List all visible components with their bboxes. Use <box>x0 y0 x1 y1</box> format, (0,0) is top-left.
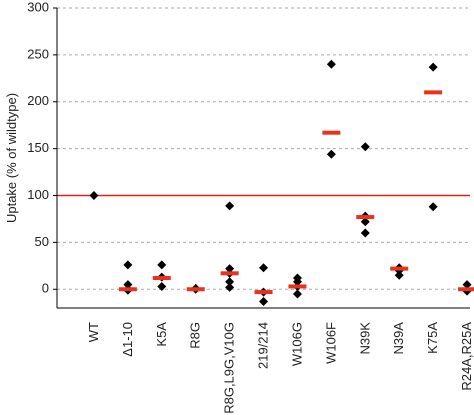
data-point <box>428 202 438 212</box>
data-point <box>259 263 269 273</box>
data-point <box>360 217 370 227</box>
y-tick-label: 200 <box>27 93 49 108</box>
data-point <box>225 201 235 211</box>
mean-bar <box>254 290 273 295</box>
x-tick-label: W106G <box>289 322 304 366</box>
mean-bar <box>322 130 341 135</box>
data-point <box>292 277 302 287</box>
data-point <box>259 296 269 306</box>
data-point <box>89 191 99 200</box>
data-point <box>326 149 336 159</box>
data-point <box>225 264 235 274</box>
mean-bar <box>118 287 137 292</box>
data-point <box>225 277 235 287</box>
x-tick-label: K75A <box>425 322 440 354</box>
x-tick-label: R8G,L9G,V10G <box>222 322 237 414</box>
data-point <box>428 62 438 72</box>
y-tick-label: 0 <box>42 281 49 296</box>
x-tick-label: 219/214 <box>256 322 271 369</box>
data-point <box>225 282 235 292</box>
mean-bar <box>356 215 375 220</box>
mean-bar <box>186 287 205 292</box>
x-tick-label: R24A,R25A <box>459 322 474 391</box>
y-tick-label: 300 <box>27 0 49 14</box>
data-point <box>360 228 370 238</box>
data-point <box>123 260 133 270</box>
data-point <box>462 280 472 290</box>
mean-bar <box>220 271 239 276</box>
data-point <box>292 289 302 299</box>
x-tick-label: K5A <box>154 322 169 347</box>
x-tick-label: N39A <box>391 322 406 355</box>
data-point <box>157 260 167 270</box>
y-tick-label: 250 <box>27 46 49 61</box>
data-point <box>157 281 167 291</box>
y-axis-label: Uptake (% of wildtype) <box>4 93 19 223</box>
data-point <box>360 142 370 152</box>
x-tick-label: Δ1-10 <box>120 322 135 357</box>
y-tick-label: 100 <box>27 187 49 202</box>
data-point <box>326 59 336 69</box>
mean-bar <box>390 266 409 271</box>
y-tick-label: 150 <box>27 140 49 155</box>
y-tick-label: 50 <box>35 234 49 249</box>
data-point <box>394 270 404 280</box>
x-tick-label: W106F <box>323 322 338 364</box>
mean-bar <box>288 284 307 289</box>
mean-bar <box>458 287 474 292</box>
x-tick-label: WT <box>86 322 101 342</box>
mean-bar <box>424 90 443 95</box>
x-tick-label: R8G <box>188 322 203 349</box>
data-point <box>123 280 133 290</box>
x-tick-label: N39K <box>357 322 372 355</box>
mean-bar <box>152 276 171 280</box>
